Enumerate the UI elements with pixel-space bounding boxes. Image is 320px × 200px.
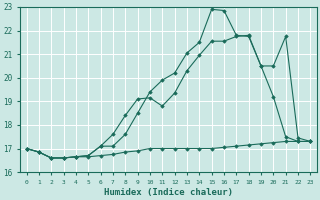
X-axis label: Humidex (Indice chaleur): Humidex (Indice chaleur) <box>104 188 233 197</box>
